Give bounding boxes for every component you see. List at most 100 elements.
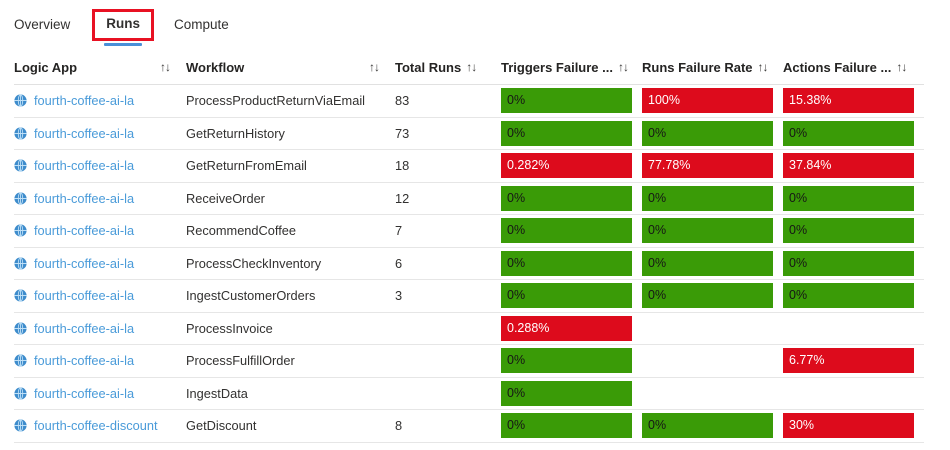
runs-table: Logic App ↑↓ Workflow ↑↓ Total Runs ↑↓ T… — [14, 50, 924, 443]
triggers-failure-cell: 0% — [501, 120, 642, 146]
actions-failure-badge: 37.84% — [783, 153, 914, 179]
table-header-row: Logic App ↑↓ Workflow ↑↓ Total Runs ↑↓ T… — [14, 50, 924, 85]
col-header-logic-app[interactable]: Logic App ↑↓ — [14, 60, 186, 75]
table-row: fourth-coffee-ai-la ReceiveOrder 12 0% 0… — [14, 183, 924, 215]
triggers-failure-badge: 0% — [501, 185, 632, 211]
logic-app-link[interactable]: fourth-coffee-ai-la — [34, 125, 135, 141]
runs-failure-rate-badge: 0% — [642, 120, 773, 146]
logic-app-link[interactable]: fourth-coffee-ai-la — [34, 223, 135, 239]
workflow-cell: GetReturnFromEmail — [186, 158, 307, 174]
runs-failure-rate-cell: 0% — [642, 185, 783, 211]
workflow-cell: ProcessFulfillOrder — [186, 353, 295, 369]
actions-failure-cell: 0% — [783, 185, 924, 211]
triggers-failure-badge: 0% — [501, 348, 632, 374]
logic-app-globe-icon — [14, 159, 27, 173]
runs-failure-rate-cell: 0% — [642, 413, 783, 439]
runs-failure-rate-badge: 100% — [642, 88, 773, 114]
sort-icon[interactable]: ↑↓ — [896, 60, 907, 74]
logic-app-cell: fourth-coffee-ai-la — [14, 158, 186, 173]
sort-icon[interactable]: ↑↓ — [617, 60, 629, 74]
col-header-runs-failure-rate[interactable]: Runs Failure Rate ↑↓ — [642, 60, 783, 75]
total-runs-cell: 73 — [395, 125, 410, 141]
triggers-failure-badge: 0% — [501, 218, 632, 244]
logic-app-globe-icon — [14, 94, 27, 108]
sort-icon[interactable]: ↑↓ — [160, 60, 171, 74]
runs-failure-rate-cell: 77.78% — [642, 153, 783, 179]
table-row: fourth-coffee-ai-la ProcessProductReturn… — [14, 85, 924, 118]
logic-app-globe-icon — [14, 256, 27, 270]
active-tab-underline — [104, 42, 143, 46]
actions-failure-cell: 15.38% — [783, 88, 924, 114]
actions-failure-cell: 0% — [783, 218, 924, 244]
sort-icon[interactable]: ↑↓ — [369, 60, 380, 74]
col-header-total-runs[interactable]: Total Runs ↑↓ — [395, 60, 501, 75]
runs-failure-rate-cell: 0% — [642, 283, 783, 309]
workflow-cell: IngestData — [186, 385, 248, 401]
logic-app-link[interactable]: fourth-coffee-ai-la — [34, 158, 135, 174]
total-runs-cell: 83 — [395, 93, 410, 109]
tab-overview[interactable]: Overview — [14, 17, 71, 32]
total-runs-cell: 12 — [395, 190, 410, 206]
triggers-failure-cell: 0% — [501, 88, 642, 114]
logic-app-cell: fourth-coffee-ai-la — [14, 126, 186, 141]
logic-app-link[interactable]: fourth-coffee-ai-la — [34, 385, 135, 401]
actions-failure-badge: 30% — [783, 413, 914, 439]
logic-app-link[interactable]: fourth-coffee-ai-la — [34, 353, 135, 369]
triggers-failure-cell: 0.282% — [501, 153, 642, 179]
triggers-failure-badge: 0.288% — [501, 315, 632, 341]
sort-icon[interactable]: ↑↓ — [757, 60, 769, 74]
table-row: fourth-coffee-ai-la IngestData 0% — [14, 378, 924, 410]
workflow-cell: RecommendCoffee — [186, 223, 297, 239]
actions-failure-cell: 0% — [783, 283, 924, 309]
logic-app-globe-icon — [14, 419, 27, 433]
col-header-triggers-failure[interactable]: Triggers Failure ... ↑↓ — [501, 60, 642, 75]
runs-failure-rate-cell: 0% — [642, 250, 783, 276]
table-row: fourth-coffee-ai-la ProcessCheckInventor… — [14, 248, 924, 280]
triggers-failure-cell: 0% — [501, 413, 642, 439]
logic-app-globe-icon — [14, 126, 27, 140]
sort-icon[interactable]: ↑↓ — [466, 60, 477, 74]
table-body: fourth-coffee-ai-la ProcessProductReturn… — [14, 85, 924, 443]
workflow-cell: IngestCustomerOrders — [186, 288, 316, 304]
col-header-actions-failure[interactable]: Actions Failure ... ↑↓ — [783, 60, 924, 75]
actions-failure-cell: 0% — [783, 250, 924, 276]
runs-failure-rate-cell: 0% — [642, 218, 783, 244]
logic-app-link[interactable]: fourth-coffee-ai-la — [34, 93, 135, 109]
actions-failure-badge: 0% — [783, 283, 914, 309]
logic-app-link[interactable]: fourth-coffee-ai-la — [34, 255, 135, 271]
logic-app-link[interactable]: fourth-coffee-discount — [34, 418, 158, 434]
total-runs-cell: 7 — [395, 223, 403, 239]
triggers-failure-cell: 0% — [501, 380, 642, 406]
logic-app-globe-icon — [14, 224, 27, 238]
actions-failure-cell: 37.84% — [783, 153, 924, 179]
triggers-failure-badge: 0% — [501, 283, 632, 309]
triggers-failure-cell: 0.288% — [501, 315, 642, 341]
logic-app-link[interactable]: fourth-coffee-ai-la — [34, 288, 135, 304]
col-header-workflow[interactable]: Workflow ↑↓ — [186, 60, 395, 75]
logic-app-link[interactable]: fourth-coffee-ai-la — [34, 190, 135, 206]
workflow-cell: ProcessInvoice — [186, 320, 273, 336]
logic-app-globe-icon — [14, 191, 27, 205]
triggers-failure-badge: 0% — [501, 380, 632, 406]
runs-failure-rate-badge: 77.78% — [642, 153, 773, 179]
logic-app-link[interactable]: fourth-coffee-ai-la — [34, 320, 135, 336]
logic-app-cell: fourth-coffee-discount — [14, 418, 186, 433]
col-label-triggers-failure: Triggers Failure ... — [501, 59, 613, 75]
table-row: fourth-coffee-ai-la ProcessFulfillOrder … — [14, 345, 924, 378]
col-label-runs-failure-rate: Runs Failure Rate — [642, 59, 753, 75]
triggers-failure-badge: 0% — [501, 88, 632, 114]
actions-failure-cell — [783, 316, 924, 341]
table-row: fourth-coffee-ai-la ProcessInvoice 0.288… — [14, 313, 924, 345]
triggers-failure-badge: 0% — [501, 413, 632, 439]
logic-app-globe-icon — [14, 321, 27, 335]
triggers-failure-cell: 0% — [501, 283, 642, 309]
runs-failure-rate-badge: 0% — [642, 218, 773, 244]
actions-failure-cell: 0% — [783, 120, 924, 146]
annotation-box: Runs — [92, 8, 155, 46]
triggers-failure-cell: 0% — [501, 348, 642, 374]
workflow-cell: GetDiscount — [186, 418, 257, 434]
tab-runs[interactable]: Runs — [106, 15, 141, 31]
tab-compute[interactable]: Compute — [174, 17, 229, 32]
logic-app-cell: fourth-coffee-ai-la — [14, 353, 186, 368]
triggers-failure-cell: 0% — [501, 185, 642, 211]
